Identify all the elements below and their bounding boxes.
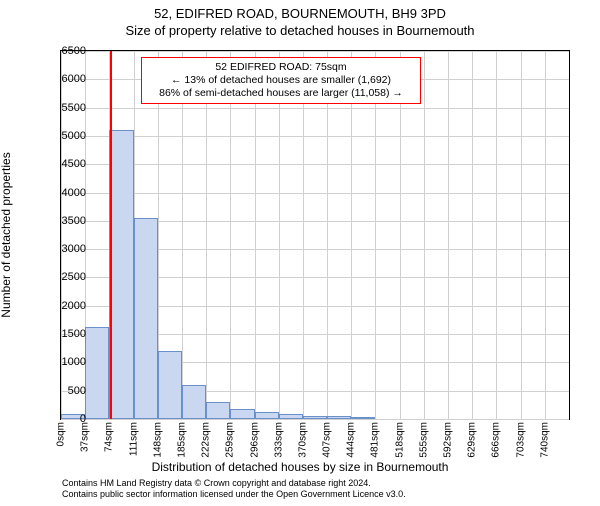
annotation-line3: 86% of semi-detached houses are larger (… xyxy=(148,87,414,100)
gridline-v xyxy=(375,51,376,419)
y-tick-label: 3000 xyxy=(46,243,86,255)
annotation-box: 52 EDIFRED ROAD: 75sqm ← 13% of detached… xyxy=(141,57,421,104)
histogram-bar xyxy=(182,385,206,419)
gridline-h xyxy=(61,108,569,109)
histogram-bar xyxy=(279,414,303,419)
histogram-bar xyxy=(351,417,375,419)
x-tick-label: 666sqm xyxy=(491,422,502,458)
y-tick-label: 5500 xyxy=(46,102,86,114)
gridline-v xyxy=(448,51,449,419)
chart-plot-area: 52 EDIFRED ROAD: 75sqm ← 13% of detached… xyxy=(60,50,570,420)
y-tick-label: 6000 xyxy=(46,73,86,85)
x-tick-label: 518sqm xyxy=(394,422,405,458)
gridline-v xyxy=(182,51,183,419)
x-tick-label: 296sqm xyxy=(249,422,260,458)
histogram-bar xyxy=(303,416,327,419)
gridline-h xyxy=(61,419,569,420)
gridline-v xyxy=(424,51,425,419)
histogram-bar xyxy=(206,402,230,419)
y-tick-label: 4000 xyxy=(46,187,86,199)
gridline-h xyxy=(61,164,569,165)
x-tick-label: 407sqm xyxy=(322,422,333,458)
gridline-v xyxy=(303,51,304,419)
gridline-v xyxy=(255,51,256,419)
x-tick-label: 481sqm xyxy=(370,422,381,458)
gridline-v xyxy=(230,51,231,419)
gridline-v xyxy=(327,51,328,419)
y-tick-label: 4500 xyxy=(46,158,86,170)
x-tick-label: 740sqm xyxy=(539,422,550,458)
attribution-line2: Contains public sector information licen… xyxy=(62,489,406,500)
histogram-bar xyxy=(158,351,182,419)
attribution-text: Contains HM Land Registry data © Crown c… xyxy=(62,478,406,500)
x-axis-label: Distribution of detached houses by size … xyxy=(0,460,600,474)
gridline-v xyxy=(496,51,497,419)
attribution-line1: Contains HM Land Registry data © Crown c… xyxy=(62,478,406,489)
x-tick-label: 148sqm xyxy=(152,422,163,458)
x-tick-label: 259sqm xyxy=(225,422,236,458)
y-tick-label: 2500 xyxy=(46,271,86,283)
gridline-v xyxy=(206,51,207,419)
histogram-bar xyxy=(327,416,351,419)
annotation-line2: ← 13% of detached houses are smaller (1,… xyxy=(148,74,414,87)
x-tick-label: 444sqm xyxy=(346,422,357,458)
gridline-v xyxy=(279,51,280,419)
y-tick-label: 2000 xyxy=(46,300,86,312)
histogram-bar xyxy=(109,130,133,419)
x-tick-label: 0sqm xyxy=(56,422,67,446)
histogram-bar xyxy=(255,412,279,419)
x-tick-label: 370sqm xyxy=(297,422,308,458)
histogram-bar xyxy=(85,327,109,419)
gridline-v xyxy=(472,51,473,419)
gridline-v xyxy=(521,51,522,419)
gridline-v xyxy=(400,51,401,419)
page-title-line1: 52, EDIFRED ROAD, BOURNEMOUTH, BH9 3PD xyxy=(0,6,600,21)
gridline-h xyxy=(61,136,569,137)
page-title-line2: Size of property relative to detached ho… xyxy=(0,23,600,38)
y-tick-label: 1000 xyxy=(46,356,86,368)
gridline-h xyxy=(61,193,569,194)
y-tick-label: 500 xyxy=(46,385,86,397)
x-tick-label: 703sqm xyxy=(515,422,526,458)
gridline-v xyxy=(351,51,352,419)
y-tick-label: 5000 xyxy=(46,130,86,142)
reference-marker-line xyxy=(110,51,112,419)
x-tick-label: 629sqm xyxy=(467,422,478,458)
annotation-line1: 52 EDIFRED ROAD: 75sqm xyxy=(148,61,414,74)
gridline-v xyxy=(545,51,546,419)
y-tick-label: 1500 xyxy=(46,328,86,340)
y-tick-label: 3500 xyxy=(46,215,86,227)
x-tick-label: 111sqm xyxy=(128,422,139,456)
x-tick-label: 333sqm xyxy=(273,422,284,458)
x-tick-label: 74sqm xyxy=(104,422,115,452)
x-tick-label: 37sqm xyxy=(80,422,91,452)
x-tick-label: 185sqm xyxy=(176,422,187,458)
x-tick-label: 592sqm xyxy=(443,422,454,458)
y-tick-label: 6500 xyxy=(46,45,86,57)
x-tick-label: 555sqm xyxy=(418,422,429,458)
histogram-bar xyxy=(230,409,254,419)
y-axis-label: Number of detached properties xyxy=(0,152,13,317)
histogram-bar xyxy=(134,218,158,419)
gridline-h xyxy=(61,51,569,52)
x-tick-label: 222sqm xyxy=(201,422,212,458)
